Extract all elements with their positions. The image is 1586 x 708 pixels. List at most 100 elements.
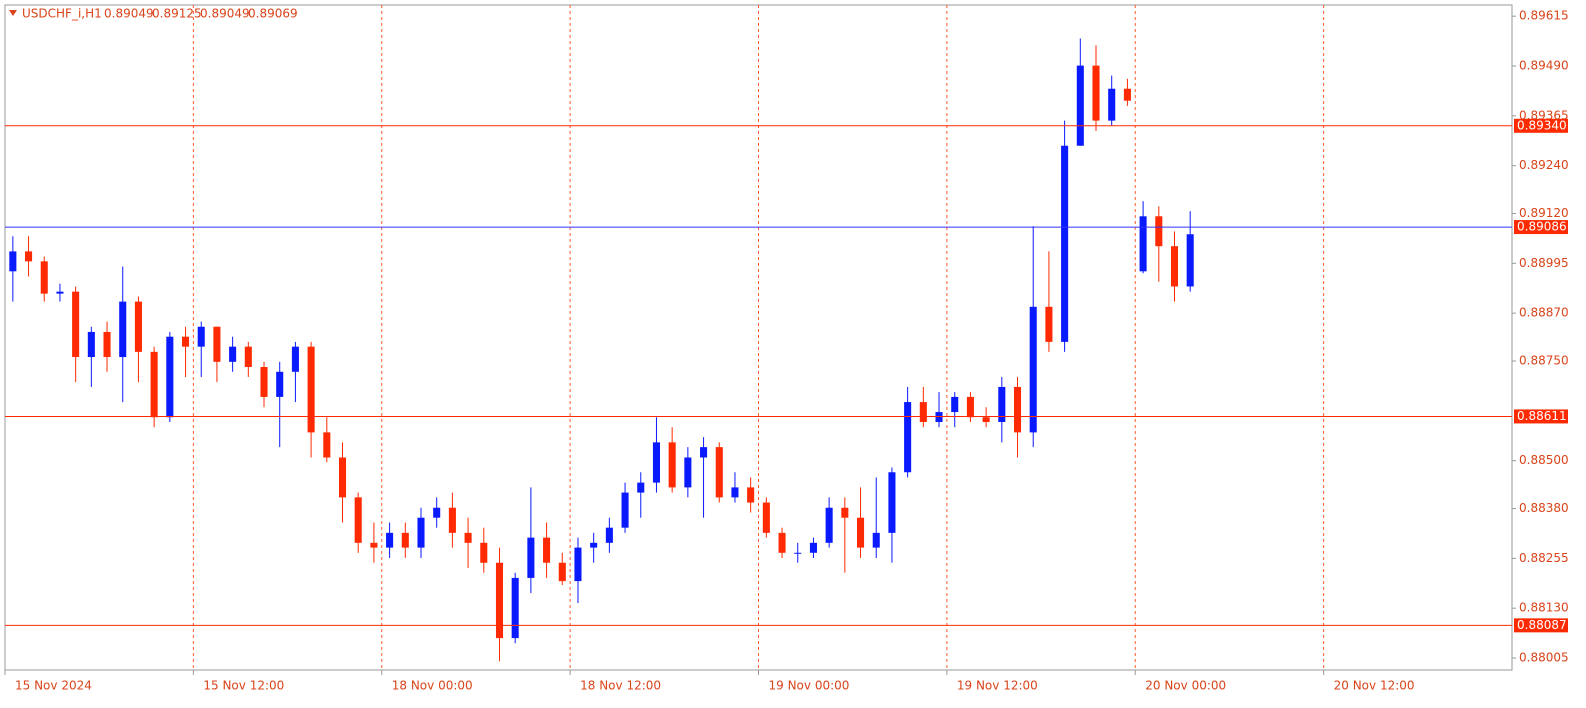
candle-body — [354, 497, 362, 543]
header-value: 0.89049 — [200, 7, 250, 21]
candle-body — [229, 346, 237, 362]
candle-body — [621, 492, 629, 528]
candle-body — [323, 432, 331, 458]
x-tick-label: 15 Nov 2024 — [15, 679, 92, 693]
candle-body — [825, 507, 833, 543]
candle-body — [291, 346, 299, 372]
x-tick-label: 15 Nov 12:00 — [203, 679, 284, 693]
price-tag — [1514, 220, 1568, 235]
candle-body — [1155, 216, 1163, 247]
candle-body — [715, 447, 723, 498]
candle-body — [1092, 65, 1100, 121]
candle-body — [307, 346, 315, 433]
y-tick-label: 0.88380 — [1519, 501, 1569, 515]
candle-body — [213, 326, 221, 362]
candle-body — [433, 507, 441, 518]
candle-body — [1170, 246, 1179, 287]
candle-body — [181, 336, 190, 347]
header-value: 0.89069 — [248, 7, 298, 21]
x-tick-label: 18 Nov 00:00 — [392, 679, 473, 693]
candle-body — [40, 261, 48, 294]
candle-body — [527, 537, 535, 578]
y-tick-label: 0.89615 — [1519, 9, 1569, 23]
candle-body — [448, 507, 456, 533]
y-tick-label: 0.88130 — [1519, 601, 1569, 615]
candle-body — [935, 412, 943, 423]
candle-body — [401, 532, 409, 548]
price-tag-label: 0.89340 — [1517, 118, 1567, 132]
candle-body — [951, 396, 959, 413]
y-tick-label: 0.89240 — [1519, 158, 1569, 172]
price-tag-label: 0.88611 — [1517, 409, 1567, 423]
candle-body — [511, 577, 519, 639]
y-tick-label: 0.88255 — [1519, 551, 1569, 565]
candle-body — [543, 537, 551, 563]
candle-body — [1076, 65, 1084, 146]
candle-body — [417, 517, 425, 548]
candle-body — [1061, 145, 1069, 342]
x-tick-label: 20 Nov 00:00 — [1145, 679, 1226, 693]
candle-body — [1045, 306, 1053, 342]
candle-body — [260, 367, 268, 397]
candle-body — [1029, 306, 1037, 433]
candle-body — [72, 291, 80, 358]
candle-body — [386, 532, 394, 548]
header-value: 0.89125 — [152, 7, 202, 21]
candle-body — [1186, 234, 1194, 287]
candle-body — [794, 552, 802, 554]
candle-body — [370, 542, 378, 548]
candle-body — [998, 386, 1006, 423]
price-tag-label: 0.88087 — [1517, 618, 1567, 632]
candle-body — [747, 487, 755, 503]
candle-body — [684, 457, 692, 488]
candle-body — [762, 502, 770, 533]
x-tick-label: 19 Nov 12:00 — [957, 679, 1038, 693]
candle-body — [166, 336, 174, 418]
price-tag — [1514, 409, 1568, 424]
candle-body — [1139, 216, 1147, 272]
candle-body — [857, 517, 865, 548]
candle-body — [872, 532, 880, 548]
candle-body — [558, 562, 566, 582]
candle-body — [244, 346, 252, 368]
candle-body — [574, 547, 582, 582]
candle-body — [9, 251, 17, 272]
candle-body — [982, 417, 990, 423]
candle-body — [338, 457, 347, 498]
candle-body — [888, 472, 896, 533]
candle-body — [1108, 88, 1116, 121]
candle-body — [197, 326, 205, 347]
price-tag-label: 0.89086 — [1517, 220, 1567, 234]
candle-body — [25, 251, 33, 262]
candle-body — [150, 351, 158, 418]
collapse-arrow[interactable] — [9, 10, 17, 16]
y-tick-label: 0.88750 — [1519, 354, 1569, 368]
header-value: 0.89049 — [104, 7, 154, 21]
candle-body — [103, 331, 111, 358]
y-tick-label: 0.88500 — [1519, 453, 1569, 467]
price-tag — [1514, 118, 1568, 133]
price-tag — [1514, 618, 1568, 633]
y-tick-label: 0.89490 — [1519, 58, 1569, 72]
y-tick-label: 0.89120 — [1519, 206, 1569, 220]
candle-body — [841, 507, 849, 518]
x-tick-label: 18 Nov 12:00 — [580, 679, 661, 693]
candle-body — [966, 396, 974, 418]
y-tick-label: 0.88995 — [1519, 256, 1569, 270]
candle-body — [637, 482, 645, 493]
candle-body — [605, 527, 613, 543]
candle-body — [1123, 88, 1131, 101]
symbol: USDCHF_i,H1 — [22, 7, 102, 21]
candle-body — [652, 442, 660, 483]
candle-body — [778, 532, 786, 553]
candle-body — [904, 402, 912, 473]
y-tick-label: 0.88870 — [1519, 306, 1569, 320]
candle-body — [731, 487, 739, 498]
candle-body — [119, 301, 127, 358]
candle-body — [480, 542, 488, 563]
candle-body — [56, 291, 64, 294]
candle-body — [464, 532, 472, 543]
candle-body — [87, 331, 95, 358]
candle-body — [668, 442, 676, 488]
